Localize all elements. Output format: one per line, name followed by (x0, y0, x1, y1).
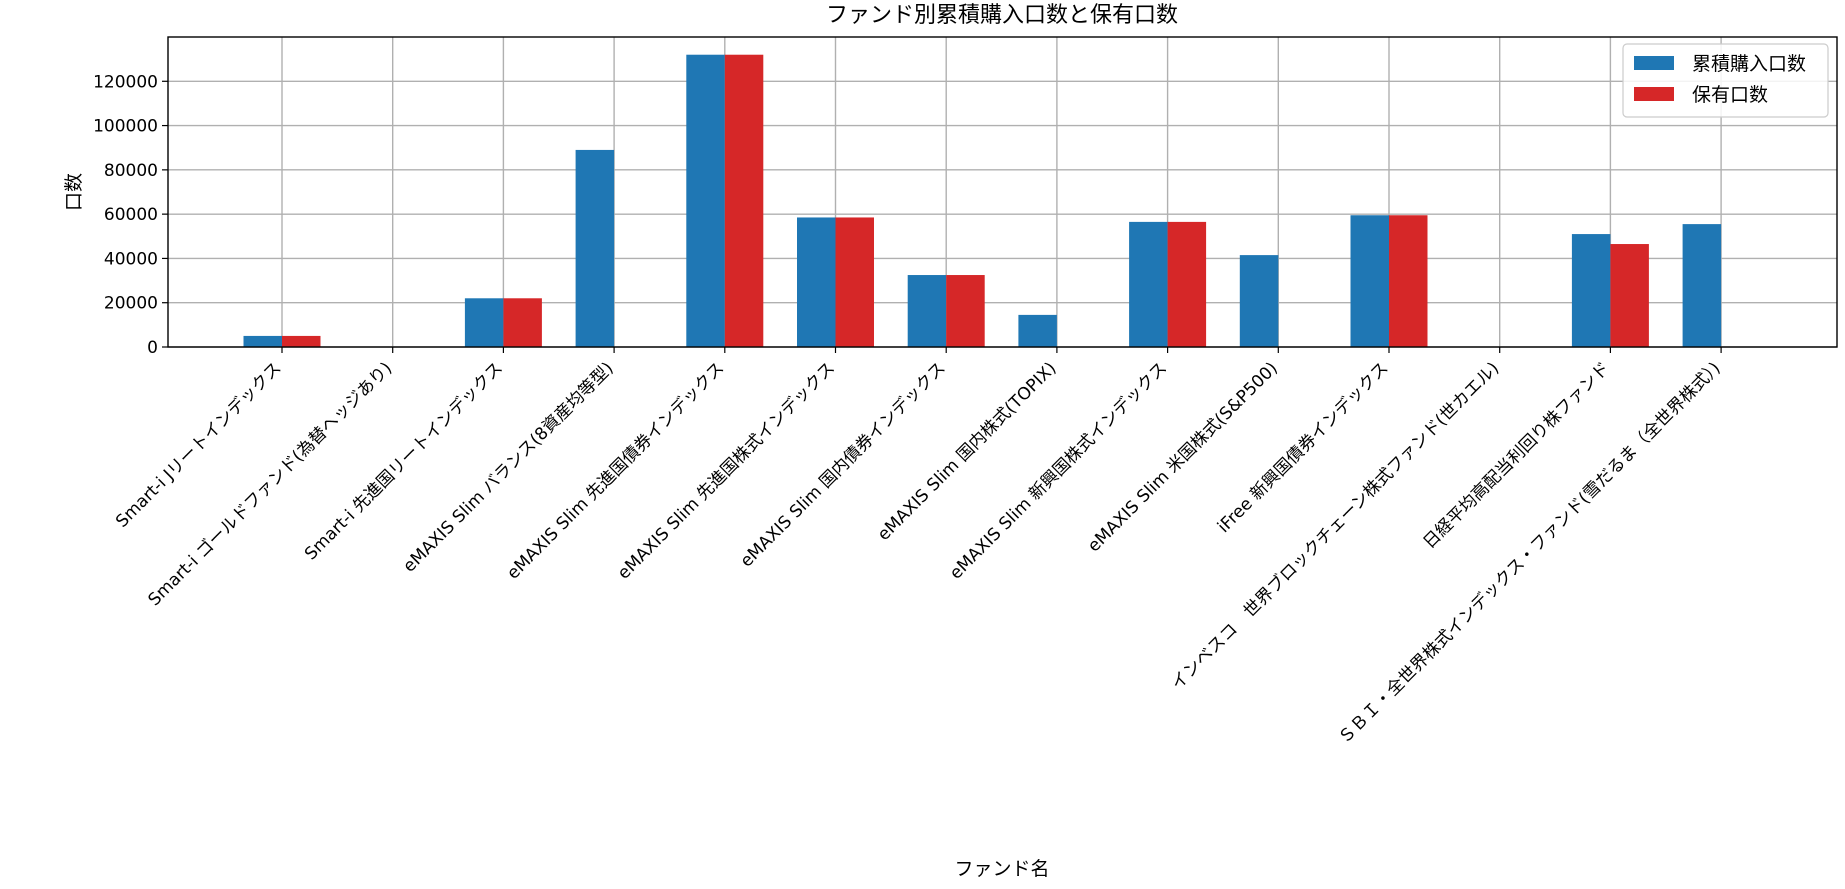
bar-holding (503, 298, 542, 347)
bar-holding (835, 217, 874, 347)
y-tick-label: 80000 (104, 161, 158, 181)
bar-cumulative (797, 217, 836, 347)
bar-cumulative (1018, 314, 1057, 347)
y-tick-label: 60000 (104, 205, 158, 225)
x-tick-label: eMAXIS Slim 先進国株式インデックス (613, 358, 839, 584)
legend-swatch (1634, 87, 1674, 101)
bar-cumulative (575, 149, 615, 347)
x-tick-label: Smart-i 先進国リートインデックス (300, 358, 507, 565)
x-tick-label: ＳＢＩ・全世界株式インデックス・ファンド(雪だるま（全世界株式）) (1334, 358, 1725, 749)
bar-cumulative (464, 298, 504, 347)
x-tick-label: eMAXIS Slim 新興国株式インデックス (945, 358, 1171, 584)
bar-holding (282, 335, 321, 347)
x-tick-label: 日経平均高配当利回り株ファンド (1419, 358, 1613, 552)
x-tick-label: eMAXIS Slim バランス(8資産均等型) (399, 358, 617, 576)
bar-holding (724, 54, 764, 347)
x-axis-label: ファンド名 (954, 858, 1049, 880)
x-tick-label: eMAXIS Slim 国内株式(TOPIX) (874, 358, 1061, 545)
y-tick-label: 120000 (93, 72, 158, 92)
y-tick-label: 100000 (93, 117, 158, 137)
bar-cumulative (1571, 234, 1611, 347)
legend-label: 保有口数 (1692, 84, 1768, 106)
y-tick-label: 0 (147, 338, 158, 358)
bar-cumulative (907, 275, 947, 347)
bar-cumulative (1239, 255, 1279, 347)
y-axis-ticks: 0 20000 40000 60000 80000 100000 120000 (93, 72, 168, 358)
x-tick-label: Smart-i ゴールドファンド(為替ヘッジあり) (144, 358, 396, 610)
x-tick-label: eMAXIS Slim 国内債券インデックス (736, 358, 950, 572)
y-tick-label: 20000 (104, 294, 158, 314)
legend-label: 累積購入口数 (1692, 53, 1806, 75)
x-tick-label: eMAXIS Slim 先進国債券インデックス (503, 358, 729, 584)
legend-swatch (1634, 56, 1674, 70)
plot-frame (167, 36, 1838, 348)
x-tick-label: eMAXIS Slim 米国株式(S&P500) (1084, 358, 1282, 556)
bar-cumulative (1682, 224, 1722, 347)
y-axis-label: 口数 (63, 173, 85, 211)
bar-cumulative (1350, 215, 1389, 347)
bar-cumulative (1129, 221, 1168, 347)
bar-holding (1610, 244, 1649, 347)
bar-holding (1389, 215, 1428, 347)
bars (243, 54, 1722, 347)
legend: 累積購入口数 保有口数 (1622, 43, 1829, 118)
y-tick-label: 40000 (104, 249, 158, 269)
bar-holding (946, 275, 985, 347)
bar-cumulative (686, 54, 725, 347)
bar-cumulative (243, 335, 282, 347)
x-tick-label: iFree 新興国債券インデックス (1213, 358, 1392, 537)
bar-holding (1167, 221, 1207, 347)
legend-box (1622, 43, 1829, 118)
chart-title: ファンド別累積購入口数と保有口数 (826, 3, 1178, 28)
